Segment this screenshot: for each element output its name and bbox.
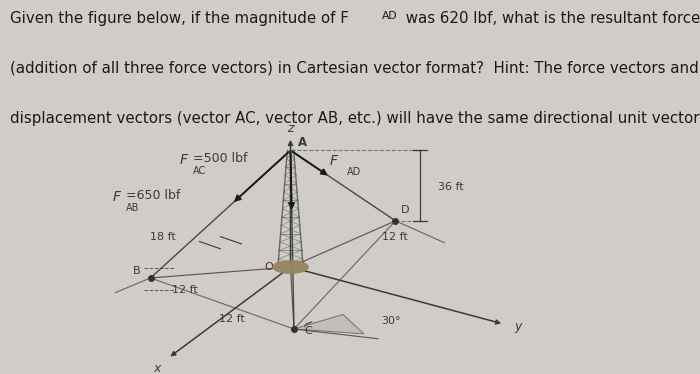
Circle shape (273, 261, 308, 273)
Text: AD: AD (346, 168, 360, 177)
Text: $F$: $F$ (179, 153, 189, 167)
Text: =500 lbf: =500 lbf (193, 152, 247, 165)
Text: 12 ft: 12 ft (382, 232, 407, 242)
Text: x: x (154, 362, 161, 374)
Text: $F$: $F$ (113, 190, 122, 203)
Text: =650 lbf: =650 lbf (126, 189, 181, 202)
Text: displacement vectors (vector AC, vector AB, etc.) will have the same directional: displacement vectors (vector AC, vector … (10, 111, 700, 126)
Text: 36 ft: 36 ft (438, 182, 463, 192)
Polygon shape (294, 315, 364, 334)
Text: was 620 lbf, what is the resultant force vector: was 620 lbf, what is the resultant force… (401, 11, 700, 26)
Text: Given the figure below, if the magnitude of F: Given the figure below, if the magnitude… (10, 11, 349, 26)
Text: AD: AD (382, 11, 397, 21)
Text: AC: AC (193, 166, 206, 176)
Text: 12 ft: 12 ft (172, 285, 197, 295)
Text: $F$: $F$ (329, 154, 339, 168)
Text: B: B (132, 266, 140, 276)
Text: C: C (304, 327, 312, 337)
Text: 30°: 30° (382, 316, 401, 325)
Text: y: y (514, 320, 522, 333)
Text: z: z (287, 122, 294, 135)
Text: 12 ft: 12 ft (219, 314, 245, 324)
Text: (addition of all three force vectors) in Cartesian vector format?  Hint: The for: (addition of all three force vectors) in… (10, 61, 700, 76)
Circle shape (273, 261, 308, 273)
Text: AB: AB (126, 203, 139, 212)
Text: O: O (265, 262, 273, 272)
Text: D: D (401, 205, 410, 215)
Text: A: A (298, 136, 307, 149)
Text: 18 ft: 18 ft (150, 232, 176, 242)
